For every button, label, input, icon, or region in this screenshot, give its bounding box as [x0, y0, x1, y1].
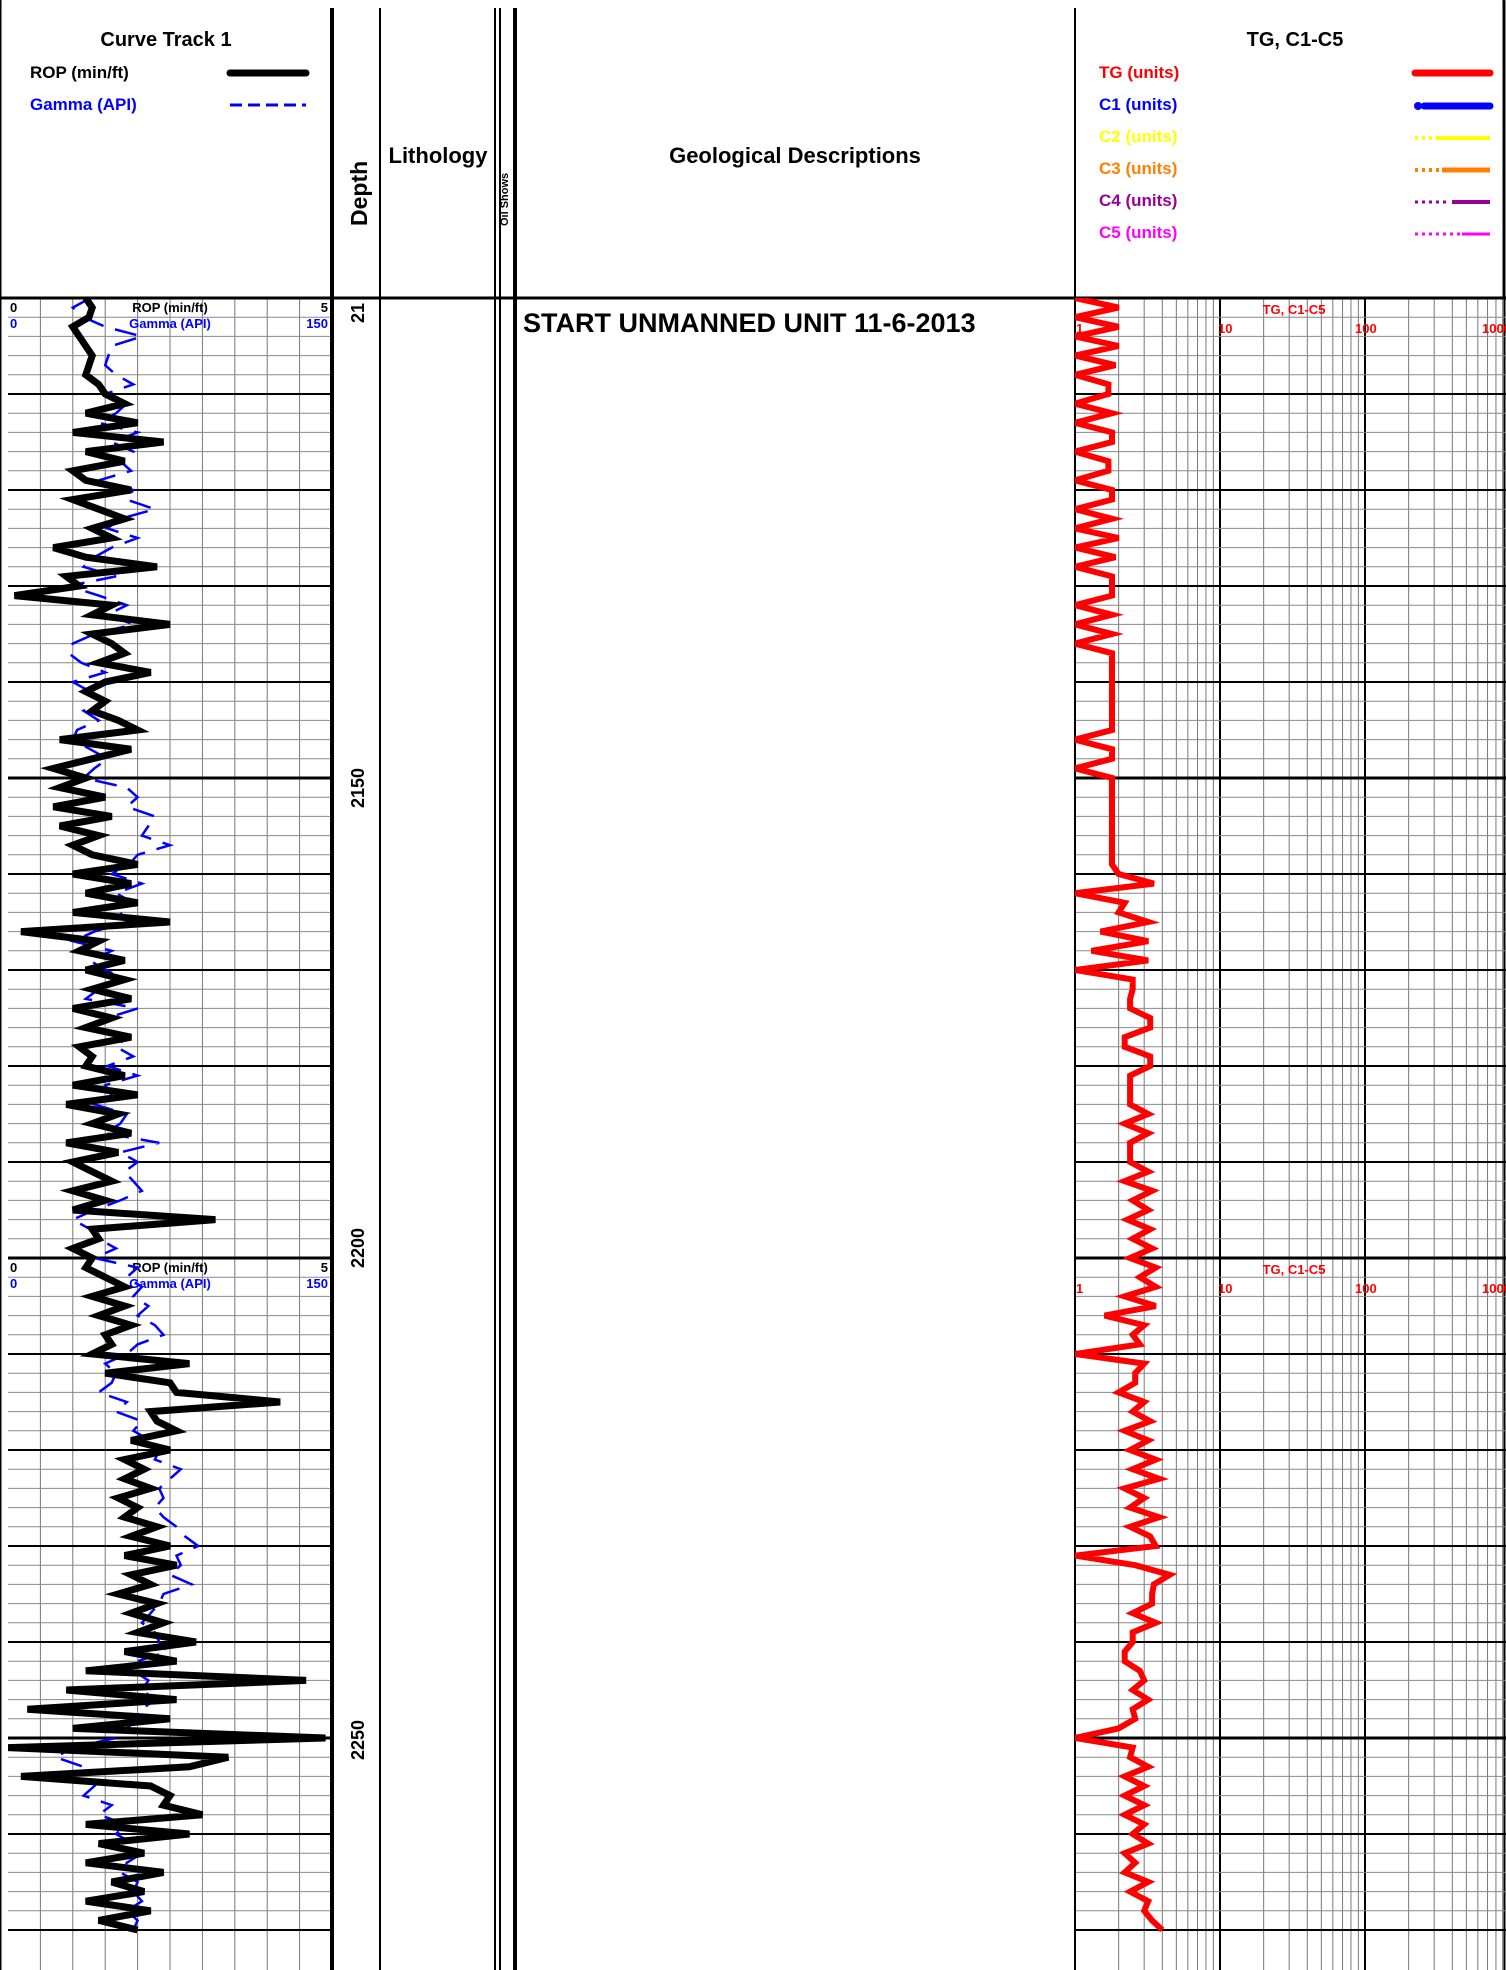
depth-label: 2150 [348, 768, 368, 808]
depth-label: 2250 [348, 1720, 368, 1760]
c5-legend-label: C5 (units) [1099, 223, 1177, 242]
gas-scale-tick-10: 10 [1218, 321, 1232, 336]
gamma-scale-max: 150 [306, 316, 328, 331]
oil-shows-header: Oil Shows [499, 173, 511, 226]
depth-label: 2200 [348, 1228, 368, 1268]
depth-header: Depth [346, 161, 372, 226]
c1-legend-label: C1 (units) [1099, 95, 1177, 114]
c4-legend-label: C4 (units) [1099, 191, 1177, 210]
gamma-scale-min: 0 [10, 316, 17, 331]
c2-legend-label: C2 (units) [1099, 127, 1177, 146]
rop-scale-min: 0 [10, 300, 17, 315]
c1-legend-swatch [1414, 102, 1494, 110]
tg-series-line [1075, 298, 1178, 1933]
rop-scale-min: 0 [10, 1260, 17, 1275]
gas-scale-tick-1: 1 [1076, 1281, 1083, 1296]
rop-legend-label: ROP (min/ft) [30, 63, 129, 82]
rop-scale-label: ROP (min/ft) [132, 300, 208, 315]
gas-scale-title: TG, C1-C5 [1263, 302, 1326, 317]
rop-series-line [8, 298, 326, 1934]
gas-scale-tick-100: 100 [1355, 321, 1377, 336]
tg-legend-label: TG (units) [1099, 63, 1179, 82]
gas-track-plot [1075, 298, 1178, 1933]
gamma-scale-label: Gamma (API) [129, 316, 211, 331]
gamma-scale-min: 0 [10, 1276, 17, 1291]
geological-description-entry: START UNMANNED UNIT 11-6-2013 [523, 308, 976, 338]
rop-scale-max: 5 [321, 300, 328, 315]
rop-scale-label: ROP (min/ft) [132, 1260, 208, 1275]
gas-scale-tick-1: 1 [1076, 321, 1083, 336]
rop-scale-max: 5 [321, 1260, 328, 1275]
scale-block-1: 0 ROP (min/ft) 5 0 Gamma (API) 150 TG, C… [10, 300, 1506, 336]
depth-column: 21 2150 2200 2250 [348, 303, 368, 1760]
gas-scale-tick-100: 100 [1355, 1281, 1377, 1296]
gas-legend: TG (units) C1 (units) C2 (units) C3 (uni… [1099, 63, 1494, 242]
descriptions-header: Geological Descriptions [669, 143, 921, 168]
scale-block-2: 0 ROP (min/ft) 5 0 Gamma (API) 150 TG, C… [10, 1260, 1506, 1296]
gamma-scale-max: 150 [306, 1276, 328, 1291]
curve-track-title: Curve Track 1 [100, 29, 231, 51]
gamma-series-line [52, 298, 201, 1931]
gas-scale-title: TG, C1-C5 [1263, 1262, 1326, 1277]
curve-legend: ROP (min/ft) Gamma (API) [30, 63, 310, 114]
lithology-header: Lithology [389, 143, 489, 168]
gas-track-title: TG, C1-C5 [1247, 29, 1344, 51]
column-dividers [330, 8, 1076, 1970]
gamma-scale-label: Gamma (API) [129, 1276, 211, 1291]
curve-track-plot [8, 298, 326, 1934]
depth-label: 21 [348, 303, 368, 323]
gamma-legend-label: Gamma (API) [30, 95, 137, 114]
gas-scale-tick-10: 10 [1218, 1281, 1232, 1296]
c3-legend-label: C3 (units) [1099, 159, 1177, 178]
